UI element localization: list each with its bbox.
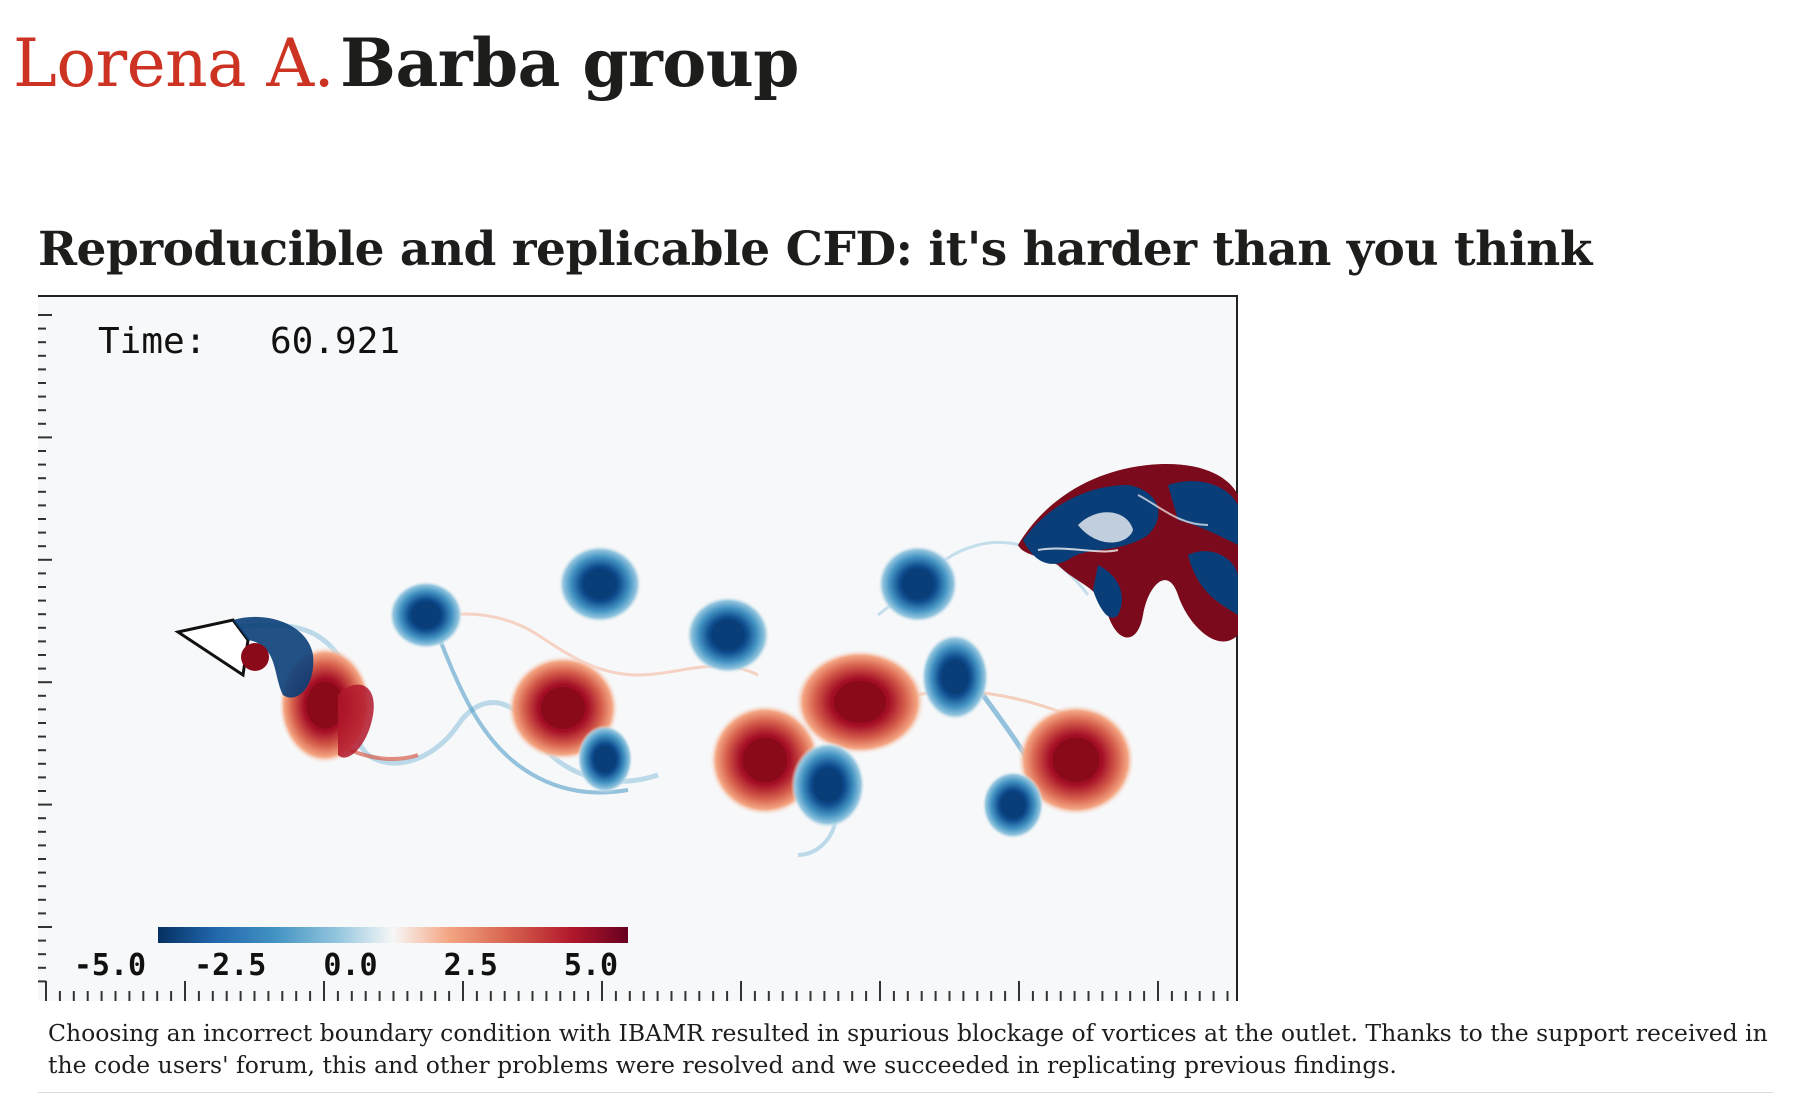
positive-vortex-core: [742, 737, 788, 783]
body-vortex-positive: [241, 643, 269, 671]
negative-vortex-core: [813, 767, 843, 803]
content-divider: [38, 1092, 1773, 1093]
negative-vortex-core: [411, 601, 441, 629]
left-axis-ticks: [38, 314, 52, 983]
vorticity-figure: Time: 60.921 -5.0 -2.5 0.0 2.5 5.0: [38, 295, 1238, 1001]
positive-vortex-core: [833, 680, 887, 724]
colorbar-tick-label: 0.0: [323, 948, 377, 983]
figure-caption: Choosing an incorrect boundary condition…: [48, 1019, 1768, 1079]
negative-vortex-core: [901, 568, 935, 600]
negative-vortex-core: [941, 659, 969, 695]
shear-layer-positive: [338, 684, 374, 758]
negative-vortex-core: [593, 745, 617, 773]
negative-vortex-core: [583, 568, 617, 600]
post-title: Reproducible and replicable CFD: it's ha…: [38, 222, 1592, 277]
vorticity-plot: Time: 60.921 -5.0 -2.5 0.0 2.5 5.0: [38, 295, 1238, 1001]
colorbar-tick-label: 2.5: [444, 948, 498, 983]
time-value: 60.921: [270, 321, 400, 362]
colorbar-tick-label: 5.0: [564, 948, 618, 983]
positive-vortex-core: [540, 686, 586, 730]
outlet-blockage-region: [1018, 464, 1238, 642]
colorbar-tick-labels: -5.0 -2.5 0.0 2.5 5.0: [74, 948, 618, 983]
site-title-first[interactable]: Lorena A.: [13, 25, 335, 102]
colorbar-tick-label: -2.5: [194, 948, 266, 983]
positive-vortex-core: [1052, 737, 1100, 783]
bottom-axis-ticks: [45, 981, 1229, 1001]
colorbar: [158, 927, 628, 943]
positive-vortex-core: [306, 681, 344, 729]
negative-vortex-core: [711, 619, 745, 651]
body-shear-layer-negative: [233, 616, 314, 698]
colorbar-tick-label: -5.0: [74, 948, 146, 983]
site-title[interactable]: Lorena A.Barba group: [13, 18, 799, 109]
negative-vortex-core: [1000, 791, 1026, 819]
time-label: Time:: [98, 321, 206, 362]
wake-filament: [436, 634, 629, 795]
site-title-last[interactable]: Barba group: [340, 24, 799, 102]
